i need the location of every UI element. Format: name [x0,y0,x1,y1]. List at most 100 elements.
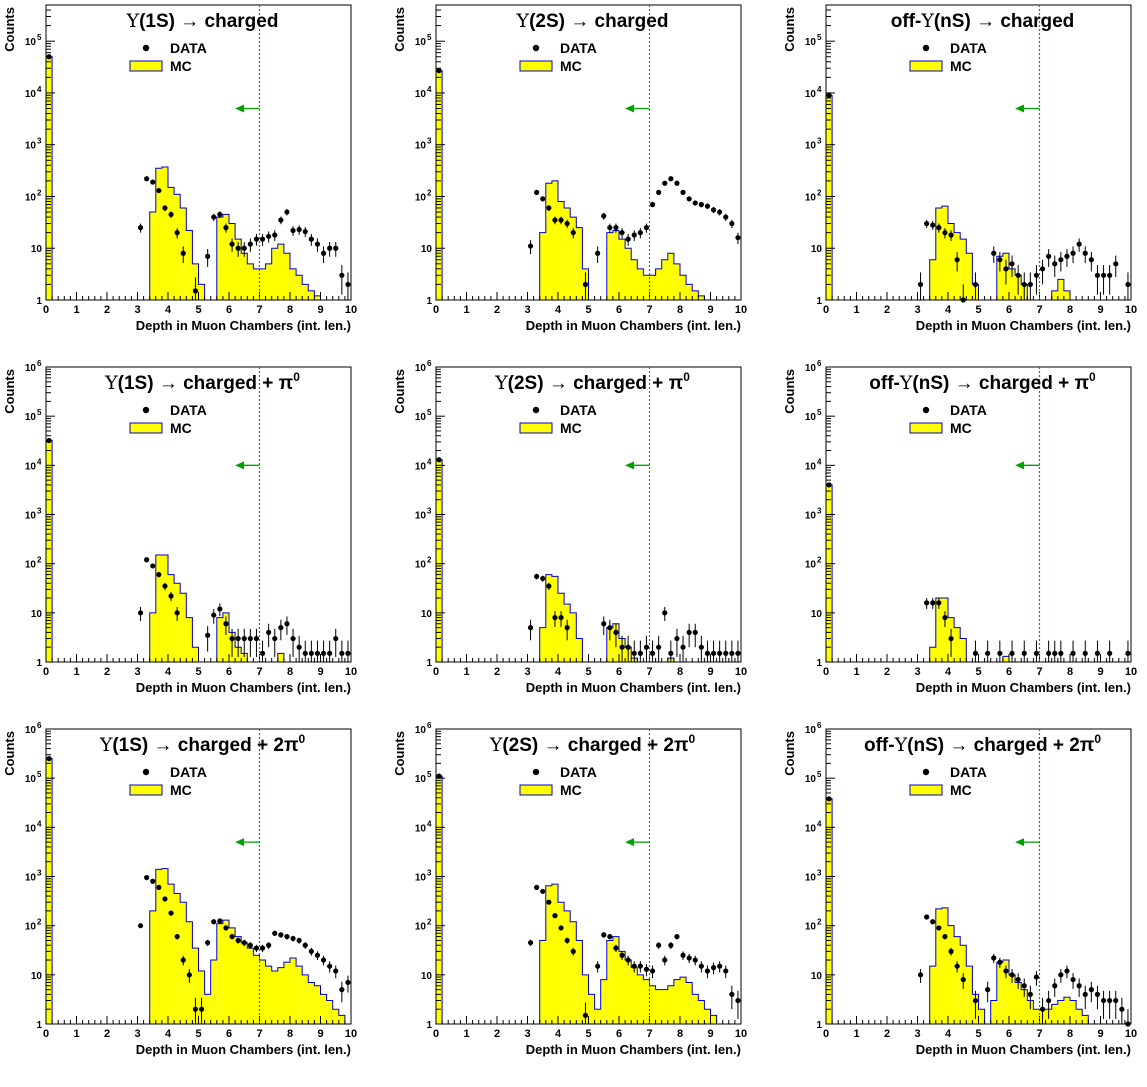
x-tick-label: 10 [735,666,747,678]
data-marker [1107,272,1113,278]
data-point [527,240,534,255]
x-tick-label: 4 [555,666,562,678]
x-tick-label: 3 [134,304,140,316]
data-point [729,640,735,662]
y-tick-exponent: 3 [817,869,822,878]
data-point [607,223,613,233]
data-point [345,640,351,662]
data-marker [723,968,729,974]
y-tick-label: 10 [415,922,427,933]
mc-bar [692,290,699,300]
y-tick-exponent: 4 [37,457,42,466]
mc-bar [935,598,942,662]
data-point [534,884,540,891]
data-point [436,773,442,779]
y-tick-exponent: 3 [37,137,42,146]
data-point [253,233,260,246]
x-tick-label: 2 [494,304,500,316]
data-point [601,616,607,635]
cut-arrow-head [1015,838,1025,847]
mc-bar [320,994,327,1024]
data-point [826,796,832,802]
y-tick-exponent: 2 [427,918,432,927]
data-point [674,628,680,657]
y-tick-base: 10 [415,461,427,472]
data-point [150,179,156,185]
y-tick-label: 10 [805,823,817,834]
y-axis-label: Counts [392,369,407,414]
data-point [314,640,321,662]
y-tick-exponent: 6 [37,359,42,368]
data-marker [649,650,656,656]
data-marker [674,180,680,186]
data-point [1009,968,1015,983]
y-tick-base: 10 [805,37,817,48]
x-tick-label: 8 [287,1028,293,1040]
data-marker [1100,272,1107,278]
x-tick-label: 3 [524,1028,530,1040]
data-marker [936,925,942,931]
mc-bar [222,612,229,662]
mc-bar [296,275,303,300]
mc-bar [174,893,181,1024]
data-point [997,957,1003,969]
data-marker [668,176,674,182]
data-marker [46,54,52,60]
data-point [168,910,174,916]
data-marker [656,644,662,650]
y-tick-label: 10 [415,412,427,423]
data-point [717,961,723,973]
y-tick-exponent: 4 [37,85,42,94]
y-tick-base: 10 [421,609,433,620]
data-marker [302,650,308,656]
x-tick-label: 8 [1067,666,1073,678]
data-marker [924,914,930,920]
y-tick-base: 1 [36,1020,42,1031]
x-axis: 0 1 2 3 4 5 6 7 8 9 10 [433,1016,747,1040]
data-marker [192,288,199,294]
mc-bar [259,960,266,1024]
data-marker [643,225,650,231]
data-point [936,925,942,931]
data-point [917,968,924,983]
y-axis-label: Counts [782,369,797,414]
data-point [162,205,168,212]
x-tick-label: 2 [104,1028,110,1040]
x-tick-label: 3 [914,1028,920,1040]
y-tick-exponent: 6 [427,721,432,730]
mc-bar [929,259,936,300]
data-point [826,92,832,98]
data-point [997,252,1003,272]
mc-bar [826,798,833,1024]
data-point [290,935,296,942]
mc-bar [558,593,565,662]
mc-bar [594,1009,601,1024]
data-marker [1088,257,1094,263]
data-marker [137,225,144,231]
data-point [1039,997,1046,1024]
data-point [704,965,711,979]
data-point [302,227,308,238]
data-point [954,961,960,973]
data-point [46,756,52,762]
data-point [564,619,570,641]
x-tick-label: 6 [226,304,232,316]
data-marker [162,583,168,589]
x-tick-label: 10 [345,666,357,678]
mc-histogram [45,758,351,1025]
mc-bar [673,979,680,1024]
data-point [1021,640,1027,662]
y-tick-base: 10 [415,363,427,374]
data-marker [954,257,960,263]
data-point [266,942,272,949]
data-marker [1082,991,1088,997]
data-point [247,238,253,252]
y-axis-label: Counts [782,731,797,776]
data-point [1070,640,1076,662]
data-marker [985,650,991,656]
y-tick-exponent: 3 [427,507,432,516]
data-point [552,611,558,627]
data-marker [296,937,302,944]
data-marker [137,610,144,616]
